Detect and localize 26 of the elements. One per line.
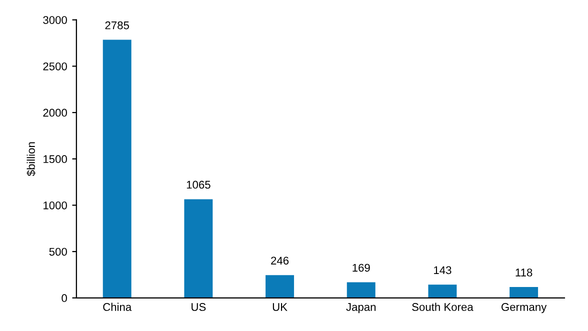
data-label: 1065 bbox=[186, 180, 210, 189]
y-tick-label: 3000 bbox=[43, 16, 67, 24]
data-label: 169 bbox=[352, 264, 370, 272]
x-tick-label: Germany bbox=[502, 303, 547, 314]
y-tick-label: 1500 bbox=[44, 155, 67, 164]
data-label: 2785 bbox=[105, 21, 130, 30]
y-axis-title: $billion bbox=[26, 142, 36, 176]
x-tick-label: South Korea bbox=[412, 302, 474, 311]
y-tick-label: 0 bbox=[62, 294, 67, 302]
x-tick-label: Japan bbox=[346, 303, 376, 314]
bar bbox=[428, 284, 457, 298]
bar bbox=[346, 282, 376, 298]
bar bbox=[102, 40, 132, 298]
y-tick-label: 2500 bbox=[43, 62, 67, 70]
y-tick-label: 2000 bbox=[43, 108, 67, 117]
bar bbox=[266, 275, 294, 298]
x-tick-label: UK bbox=[272, 303, 288, 311]
y-tick-label: 1000 bbox=[44, 201, 67, 210]
y-tick-label: 500 bbox=[49, 248, 67, 256]
x-tick-label: China bbox=[103, 302, 132, 311]
data-label: 143 bbox=[434, 266, 452, 274]
bar bbox=[184, 199, 213, 298]
bar bbox=[510, 286, 538, 298]
data-label: 246 bbox=[271, 256, 289, 265]
data-label: 118 bbox=[516, 268, 532, 276]
x-tick-label: US bbox=[192, 303, 206, 311]
